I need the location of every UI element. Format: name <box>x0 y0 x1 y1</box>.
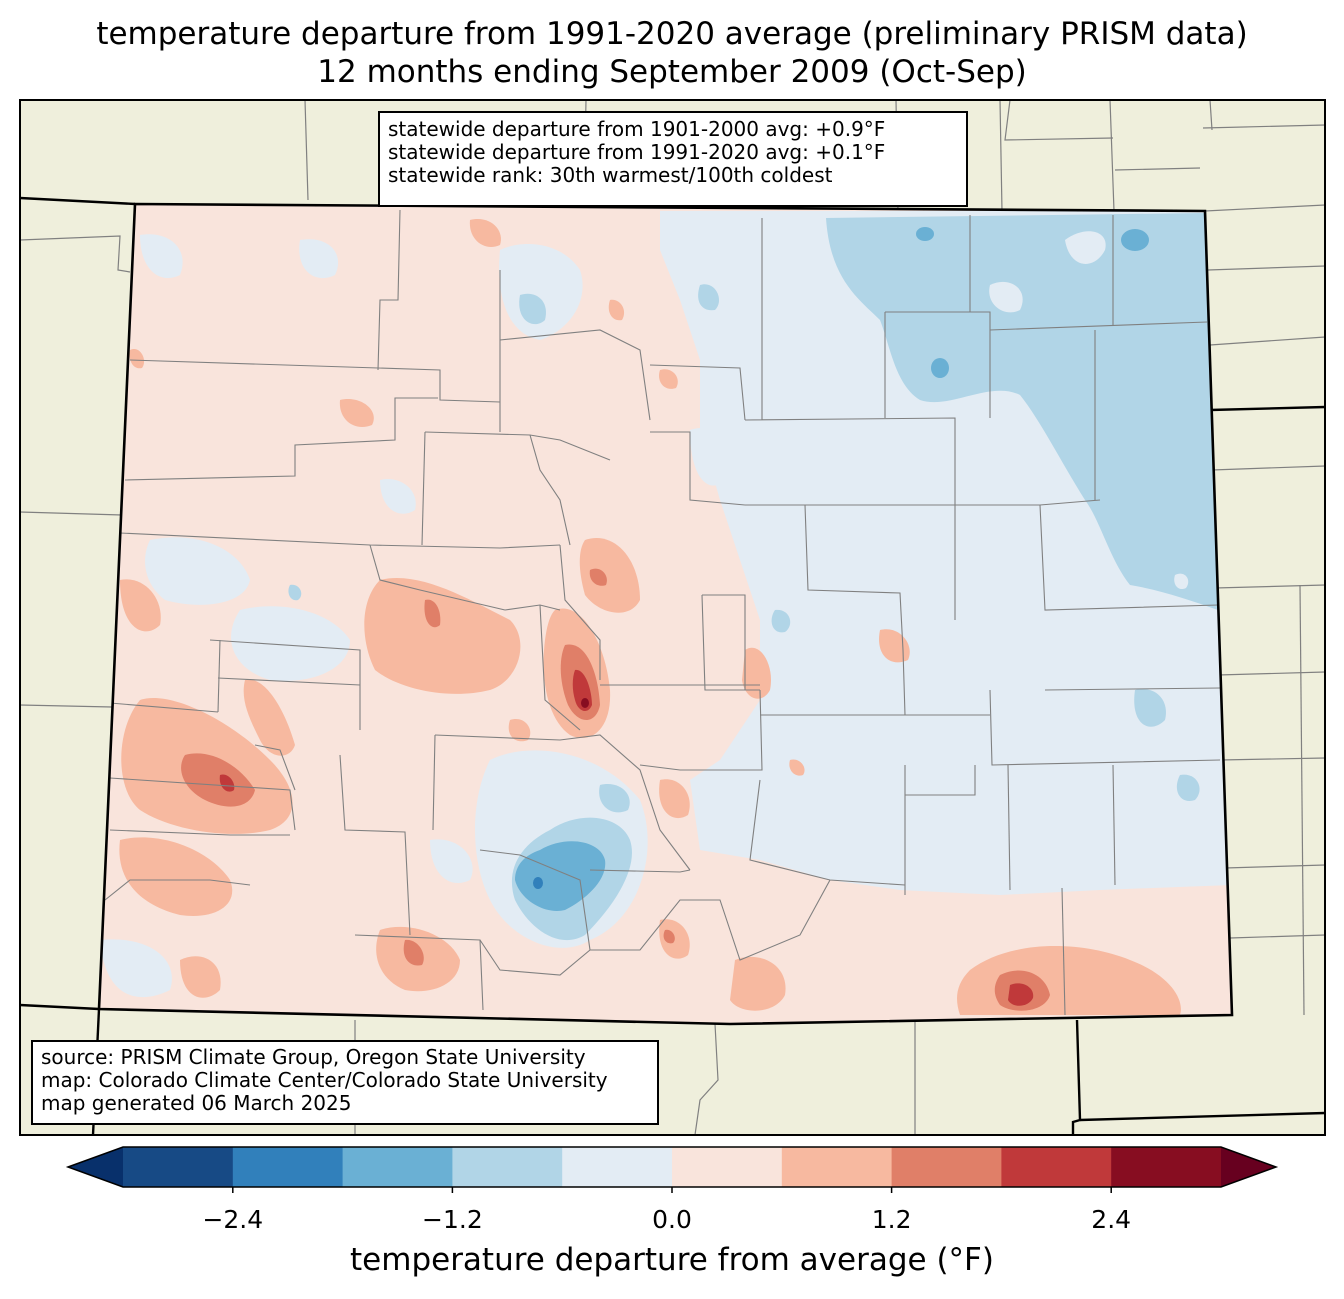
colorbar-bin <box>452 1147 563 1187</box>
colorbar-bin <box>781 1147 893 1187</box>
colorbar-label: temperature departure from average (°F) <box>350 1242 994 1278</box>
colorbar-bin <box>342 1147 453 1187</box>
colorado-state-border <box>97 202 1234 1026</box>
colorbar-over-arrow <box>1221 1147 1276 1187</box>
stats-line-1: statewide departure from 1901-2000 avg: … <box>388 117 886 141</box>
colorbar-bin <box>1111 1147 1222 1187</box>
source-line-1: source: PRISM Climate Group, Oregon Stat… <box>41 1045 586 1069</box>
source-credit-box: source: PRISM Climate Group, Oregon Stat… <box>31 1040 659 1125</box>
colorbar-tick-label: 2.4 <box>1091 1205 1132 1234</box>
colorbar-tick-label: −1.2 <box>422 1205 483 1234</box>
map-frame <box>19 99 1326 1136</box>
very-hot-zone <box>219 669 1034 1006</box>
cold-core <box>533 877 543 889</box>
colorbar-under-arrow <box>68 1147 123 1187</box>
colorbar-tick-label: 0.0 <box>652 1205 692 1234</box>
cold-zone <box>515 227 1149 911</box>
map-title-line2: 12 months ending September 2009 (Oct-Sep… <box>317 54 1027 90</box>
colorbar-bin <box>891 1147 1002 1187</box>
colorbar-bin <box>123 1147 234 1187</box>
colorbar-tick-label: −2.4 <box>202 1205 264 1234</box>
source-line-2: map: Colorado Climate Center/Colorado St… <box>41 1068 608 1092</box>
colorbar-bin <box>672 1147 783 1187</box>
colorbar-bin <box>562 1147 673 1187</box>
colorado-county-lines <box>104 209 1221 1016</box>
warm-zone <box>119 219 1181 1015</box>
cool-zone-interior <box>989 231 1189 590</box>
map-title-line1: temperature departure from 1991-2020 ave… <box>96 16 1248 52</box>
colorado-anomaly-field <box>99 204 1232 1024</box>
colorbar-outline <box>65 1146 1279 1188</box>
colorbar-tick-label: 1.2 <box>871 1205 912 1234</box>
source-line-3: map generated 06 March 2025 <box>41 1091 352 1115</box>
colorbar-bin <box>232 1147 344 1187</box>
colorbar-bin <box>1001 1147 1112 1187</box>
stats-line-2: statewide departure from 1991-2020 avg: … <box>388 140 886 164</box>
colorbar <box>65 1146 1279 1193</box>
stats-line-3: statewide rank: 30th warmest/100th colde… <box>388 163 833 187</box>
statewide-stats-box: statewide departure from 1901-2000 avg: … <box>378 111 968 207</box>
extreme-hot-core <box>581 698 589 708</box>
